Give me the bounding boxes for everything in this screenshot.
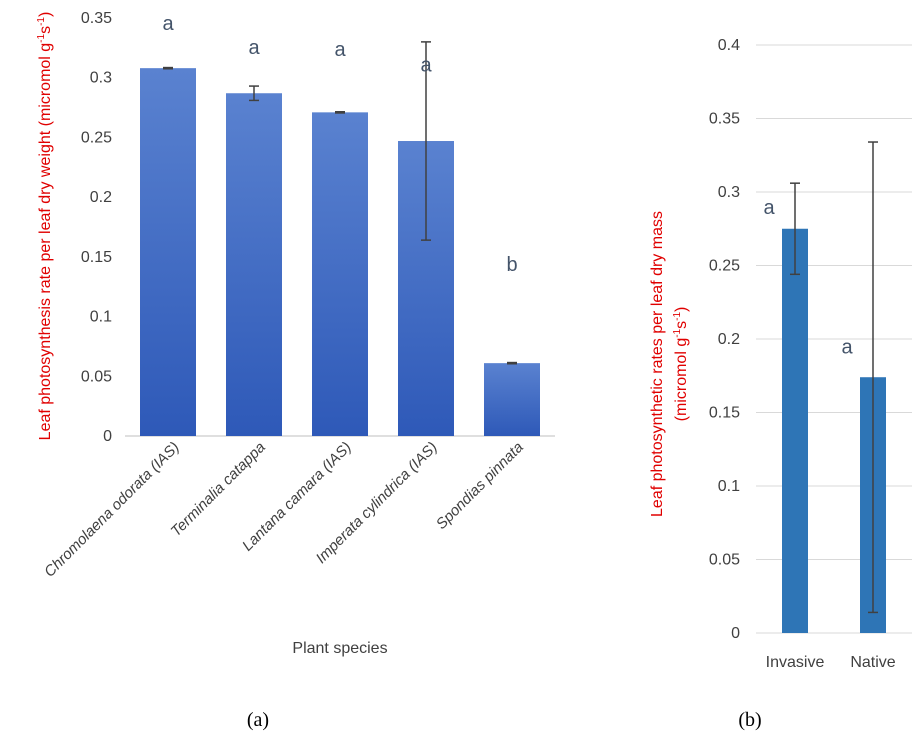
chart-b-y-tick-label: 0.25 — [709, 258, 740, 275]
chart-a-significance-label: b — [506, 254, 517, 276]
chart-a-y-tick-label: 0.35 — [81, 10, 112, 27]
chart-b-significance-label: a — [763, 197, 775, 219]
chart-a-significance-label: a — [248, 37, 260, 59]
chart-a-category-label: Chromolaena odorata (IAS) — [41, 439, 183, 581]
chart-a-y-tick-label: 0.1 — [90, 309, 112, 326]
chart-b-y-tick-label: 0.3 — [718, 184, 740, 201]
chart-b-category-label: Invasive — [766, 654, 825, 671]
chart-b-y-tick-label: 0.2 — [718, 331, 740, 348]
chart-a-y-tick-label: 0.25 — [81, 129, 112, 146]
chart-a-category-label: Spondias pinnata — [433, 439, 527, 533]
chart-a-bar — [226, 93, 282, 437]
chart-a-bar — [312, 112, 368, 436]
chart-a-significance-label: a — [420, 55, 432, 77]
chart-b-y-tick-label: 0 — [731, 625, 740, 642]
chart-b-y-axis-label-line2: (micromol g-1s-1) — [672, 307, 690, 422]
chart-b-y-tick-label: 0.15 — [709, 405, 740, 422]
chart-a-bar — [484, 363, 540, 436]
chart-b-bar — [782, 228, 808, 633]
chart-a-y-tick-label: 0.2 — [90, 189, 112, 206]
chart-b-panel-label: (b) — [738, 709, 761, 731]
chart-a-y-tick-label: 0.05 — [81, 368, 112, 385]
chart-b-significance-label: a — [841, 337, 853, 359]
chart-a-panel-label: (a) — [247, 709, 269, 731]
chart-b-y-tick-label: 0.4 — [718, 37, 740, 54]
chart-a-category-label: Terminalia catappa — [168, 439, 269, 540]
chart-a-y-tick-label: 0.15 — [81, 249, 112, 266]
chart-a-y-axis-label: Leaf photosynthesis rate per leaf dry we… — [36, 12, 54, 441]
chart-b: Leaf photosynthetic rates per leaf dry m… — [649, 37, 912, 731]
chart-a-x-axis-label: Plant species — [292, 640, 387, 657]
chart-a-significance-label: a — [162, 13, 174, 35]
chart-b-y-tick-label: 0.1 — [718, 478, 740, 495]
chart-a-significance-label: a — [334, 39, 346, 61]
chart-b-y-tick-label: 0.35 — [709, 111, 740, 128]
chart-a-bar — [140, 68, 196, 436]
chart-b-y-axis-label-line1: Leaf photosynthetic rates per leaf dry m… — [649, 211, 666, 517]
chart-b-y-tick-label: 0.05 — [709, 552, 740, 569]
chart-a-y-tick-label: 0 — [103, 428, 112, 445]
chart-a: Leaf photosynthesis rate per leaf dry we… — [36, 10, 555, 731]
chart-b-category-label: Native — [850, 654, 895, 671]
chart-a-y-tick-label: 0.3 — [90, 70, 112, 87]
